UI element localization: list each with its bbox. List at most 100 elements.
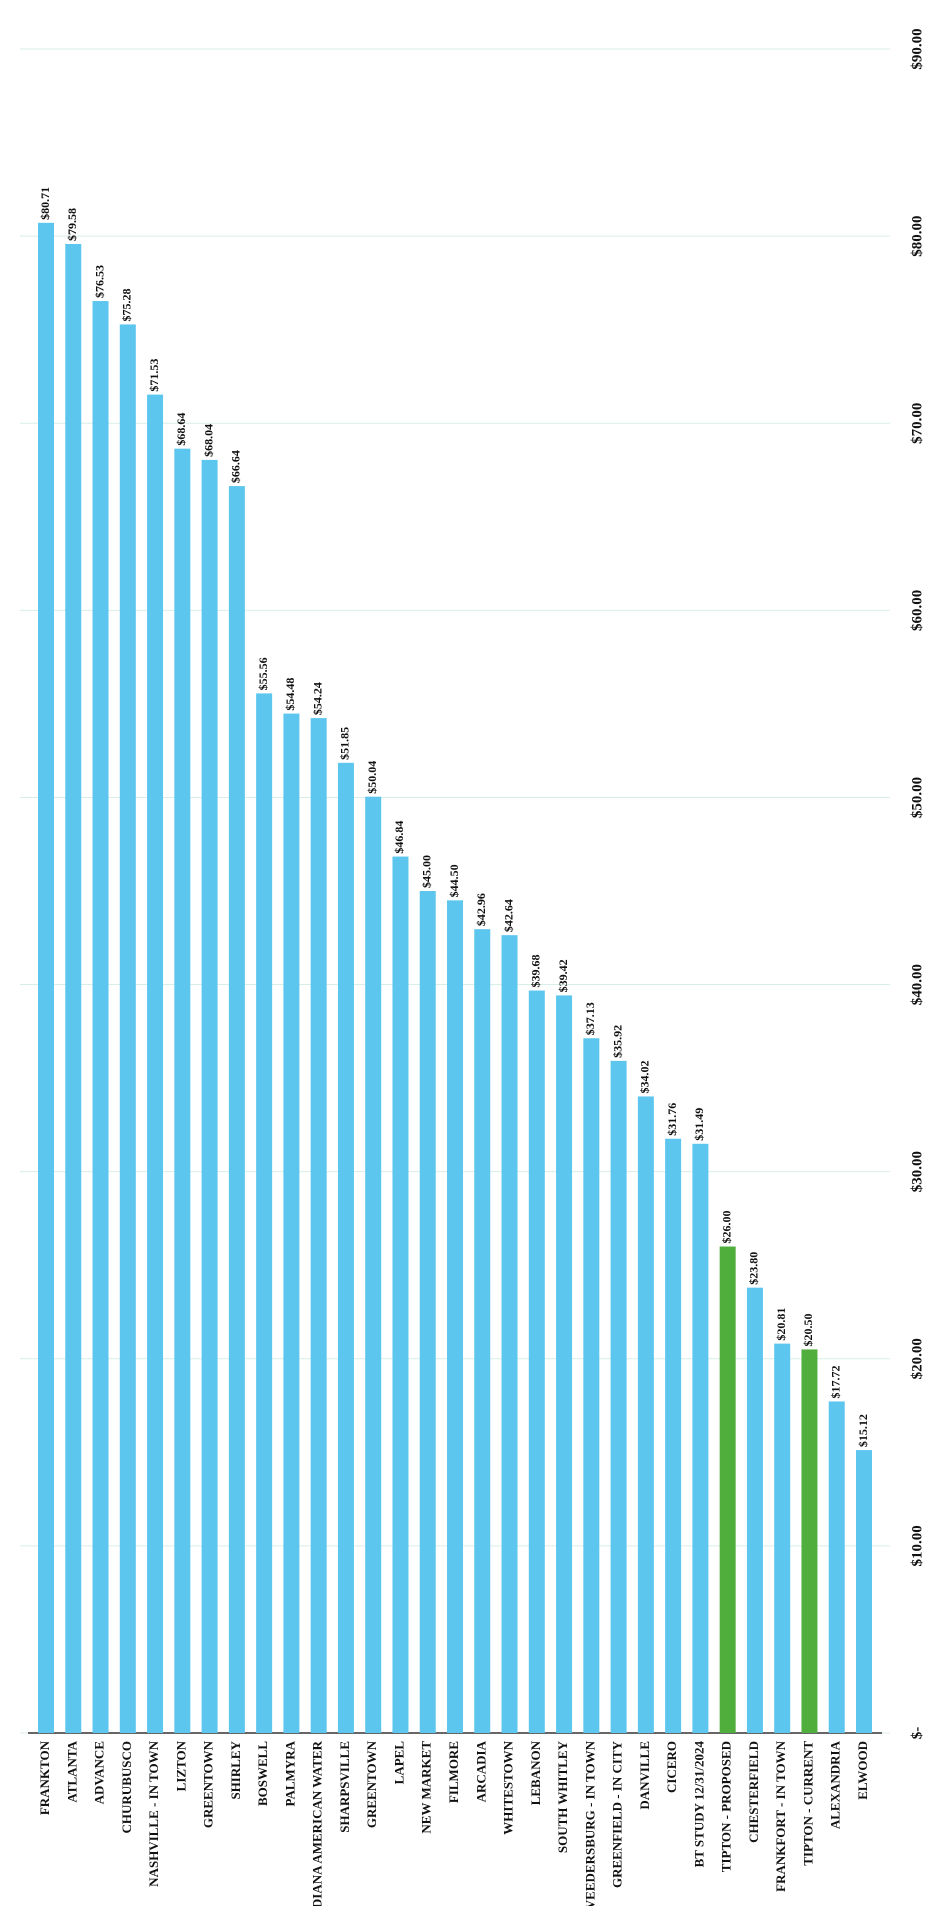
bar xyxy=(119,324,136,1733)
bar xyxy=(419,891,436,1733)
category-label: TIPTON - PROPOSED xyxy=(719,1741,734,1872)
category-label: INDIANA AMERICAN WATER xyxy=(310,1740,325,1906)
category-label: VEEDERSBURG - IN TOWN xyxy=(582,1740,597,1906)
value-label: $66.64 xyxy=(229,450,243,483)
bar xyxy=(147,394,164,1733)
value-label: $42.64 xyxy=(501,899,515,932)
category-label: WHITESTOWN xyxy=(501,1740,516,1834)
category-label: FRANKFORT - IN TOWN xyxy=(773,1740,788,1891)
value-label: $15.12 xyxy=(856,1414,870,1447)
bar xyxy=(38,222,54,1733)
category-label: DANVILLE xyxy=(637,1741,652,1810)
y-tick-label: $20.00 xyxy=(909,1338,925,1379)
category-label: ARCADIA xyxy=(473,1740,488,1802)
value-label: $51.85 xyxy=(338,727,352,760)
value-label: $50.04 xyxy=(365,761,379,794)
bar xyxy=(637,1096,654,1733)
category-label: TIPTON - CURRENT xyxy=(800,1741,815,1866)
bar xyxy=(256,693,273,1733)
value-label: $34.02 xyxy=(638,1060,652,1093)
category-label: SHIRLEY xyxy=(228,1740,243,1799)
category-label: LEBANON xyxy=(528,1740,543,1805)
bar xyxy=(719,1246,736,1733)
value-label: $54.24 xyxy=(310,682,324,715)
value-label: $68.64 xyxy=(174,413,188,446)
bar xyxy=(92,301,109,1733)
bar xyxy=(474,929,491,1733)
y-tick-label: $70.00 xyxy=(909,403,925,444)
y-tick-label: $40.00 xyxy=(909,964,925,1005)
value-label: $68.04 xyxy=(201,424,215,457)
bar xyxy=(447,900,463,1733)
chart-area: $- $10.00 $20.00 $30.00 $40.00 $50.00 $60.00 $7… xyxy=(20,28,925,1906)
value-label: $44.50 xyxy=(447,864,461,897)
category-label: LAPEL xyxy=(391,1741,406,1785)
category-label: SHARPSVILLE xyxy=(337,1741,352,1833)
bar xyxy=(801,1349,818,1733)
y-tick-label: $80.00 xyxy=(909,215,925,256)
category-label: NASHVILLE - IN TOWN xyxy=(146,1740,161,1886)
bar xyxy=(610,1060,627,1733)
category-label: CICERO xyxy=(664,1741,679,1793)
y-tick-label: $30.00 xyxy=(909,1151,925,1192)
bar xyxy=(283,713,300,1733)
category-label: BOSWELL xyxy=(255,1741,270,1806)
category-label: BT STUDY 12/31/2024 xyxy=(691,1741,706,1868)
y-tick-label: $50.00 xyxy=(909,777,925,818)
category-label: FILMORE xyxy=(446,1741,461,1803)
y-tick-label: $90.00 xyxy=(909,28,925,69)
value-label: $20.50 xyxy=(801,1313,815,1346)
bar xyxy=(310,718,327,1733)
category-label: ALEXANDRIA xyxy=(828,1740,843,1829)
value-label: $80.71 xyxy=(38,187,52,220)
value-label: $26.00 xyxy=(719,1211,733,1244)
value-label: $75.28 xyxy=(120,288,134,321)
bar xyxy=(828,1401,845,1733)
value-label: $46.84 xyxy=(392,821,406,854)
bar xyxy=(201,459,218,1733)
bar xyxy=(174,448,191,1733)
category-label: NEW MARKET xyxy=(419,1741,434,1834)
value-label: $37.13 xyxy=(583,1002,597,1035)
category-label: SOUTH WHITLEY xyxy=(555,1740,570,1853)
category-label: FRANKTON xyxy=(37,1740,52,1815)
value-label: $17.72 xyxy=(828,1365,842,1398)
y-tick-label: $10.00 xyxy=(909,1525,925,1566)
y-tick-label: $- xyxy=(909,1727,925,1740)
value-label: $39.42 xyxy=(556,959,570,992)
value-label: $79.58 xyxy=(65,208,79,241)
bar xyxy=(228,486,245,1733)
category-label: GREENTOWN xyxy=(364,1740,379,1828)
category-label: LIZTON xyxy=(173,1740,188,1791)
value-label: $42.96 xyxy=(474,893,488,926)
category-label: PALMYRA xyxy=(282,1740,297,1806)
value-label: $20.81 xyxy=(774,1308,788,1341)
value-label: $35.92 xyxy=(610,1025,624,1058)
value-label: $55.56 xyxy=(256,657,270,690)
bar xyxy=(65,243,82,1733)
value-label: $31.76 xyxy=(665,1103,679,1136)
bar xyxy=(337,762,354,1733)
bar xyxy=(365,796,382,1733)
category-label: ATLANTA xyxy=(64,1740,79,1802)
value-label: $54.48 xyxy=(283,678,297,711)
value-label: $39.68 xyxy=(529,955,543,988)
value-label: $31.49 xyxy=(692,1108,706,1141)
y-tick-label: $60.00 xyxy=(909,590,925,631)
bar xyxy=(556,995,573,1733)
bar xyxy=(501,935,518,1733)
value-label: $71.53 xyxy=(147,359,161,392)
value-label: $76.53 xyxy=(92,265,106,298)
bar xyxy=(746,1287,763,1733)
value-label: $23.80 xyxy=(747,1252,761,1285)
category-label: GREENTOWN xyxy=(201,1740,216,1828)
value-label: $45.00 xyxy=(419,855,433,888)
bar xyxy=(583,1038,600,1733)
bar xyxy=(392,856,409,1733)
bar xyxy=(665,1138,682,1733)
bar xyxy=(856,1450,872,1733)
category-label: CHURUBUSCO xyxy=(119,1741,134,1833)
bar xyxy=(692,1143,709,1733)
category-label: GREENFIELD - IN CITY xyxy=(610,1740,625,1888)
